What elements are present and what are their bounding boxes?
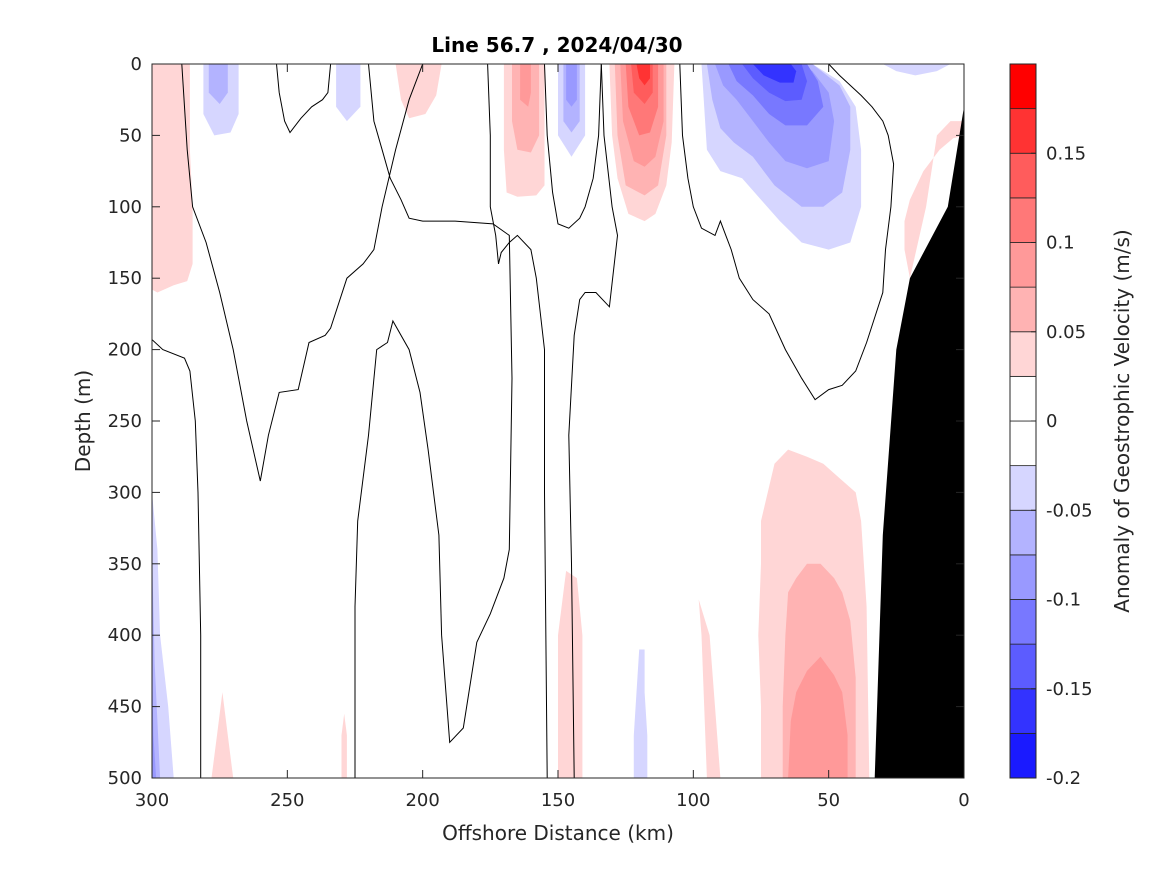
colorbar-swatch-6 [1009,465,1037,511]
colorbar-swatch-11 [1009,242,1037,288]
x-axis-ticks: 300 250 200 150 100 50 0 [135,64,970,811]
x-tick-label: 150 [541,790,575,811]
y-tick-label: 0 [131,54,142,75]
zero-contour-line-6 [568,64,619,778]
velocity-region-48 [211,692,234,778]
colorbar-swatch-4 [1009,554,1037,600]
x-tick-label: 0 [958,790,969,811]
colorbar-swatches [1009,63,1037,779]
seafloor [874,106,964,778]
velocity-region-29 [636,64,650,86]
y-tick-label: 100 [108,197,142,218]
zero-contour-line-5 [544,64,602,229]
y-tick-label: 450 [108,697,142,718]
x-tick-label: 100 [676,790,710,811]
zero-contour-line-7 [679,64,895,401]
colorbar-swatch-13 [1009,152,1037,199]
colorbar-swatch-9 [1009,331,1037,377]
velocity-region-43 [698,599,721,778]
velocity-region-45 [617,449,659,778]
zero-contour-line-4 [487,64,548,778]
velocity-region-14 [336,64,361,122]
velocity-region-23 [566,64,577,107]
y-tick-label: 200 [108,340,142,361]
x-tick-label: 250 [270,790,304,811]
colorbar-swatch-8 [1009,375,1037,422]
velocity-region-46 [633,649,648,778]
x-tick-label: 300 [135,790,169,811]
y-tick-label: 50 [119,125,142,146]
velocity-region-19 [520,64,531,107]
velocity-region-49 [341,713,347,778]
velocity-region-8 [152,549,161,778]
colorbar-tick-label: -0.1 [1046,590,1081,611]
zero-contour-line-1 [181,64,424,482]
velocity-region-5 [152,64,193,293]
colorbar-swatch-3 [1009,599,1037,645]
velocity-region-13 [322,64,374,193]
velocity-region-15 [395,64,442,119]
x-axis-label: Offshore Distance (km) [442,821,674,845]
colorbar-swatch-5 [1009,509,1037,556]
x-tick-label: 200 [405,790,439,811]
y-tick-label: 500 [108,768,142,789]
colorbar-tick-label: 0.15 [1046,143,1086,164]
colorbar-ticks: -0.2 -0.15 -0.1 -0.05 0 0.05 0.1 0.15 [1031,143,1093,789]
colorbar-tick-label: -0.05 [1046,500,1093,521]
velocity-region-37 [842,64,964,100]
plot-area: 300 250 200 150 100 50 0 050100150200250300350… [108,54,970,811]
colorbar-tick-label: 0 [1046,411,1057,432]
bathymetry [874,106,964,778]
colorbar-swatch-10 [1009,286,1037,333]
x-tick-label: 50 [817,790,840,811]
colorbar-swatch-12 [1009,197,1037,243]
colorbar-tick-label: -0.15 [1046,679,1093,700]
y-tick-label: 300 [108,482,142,503]
velocity-region-9 [152,663,157,778]
velocity-region-42 [788,656,848,778]
colorbar-swatch-14 [1009,108,1037,154]
zero-contour-line-0 [152,339,202,778]
y-tick-label: 400 [108,625,142,646]
colorbar-tick-label: -0.2 [1046,768,1081,789]
zero-contour-line-3 [354,64,513,778]
y-axis-ticks: 0 50 100 150 200 250 300 350 400 450 500 [108,54,964,789]
colorbar-swatch-2 [1009,643,1037,690]
y-tick-label: 250 [108,411,142,432]
velocity-region-36 [752,64,797,83]
velocity-region-47 [506,718,521,778]
velocity-region-44 [558,570,583,778]
colorbar-label: Anomaly of Geostrophic Velocity (m/s) [1110,229,1134,612]
colorbar-swatch-0 [1009,732,1037,779]
velocity-region-39 [904,121,964,279]
colorbar-swatch-15 [1009,63,1037,110]
y-tick-label: 350 [108,554,142,575]
colorbar-swatch-1 [1009,688,1037,734]
colorbar: -0.2 -0.15 -0.1 -0.05 0 0.05 0.1 0.15 Anomaly o… [1009,63,1134,789]
zero-contour-line-2 [276,64,332,134]
velocity-region-38 [882,64,951,76]
colorbar-tick-label: 0.05 [1046,322,1086,343]
velocity-region-18 [512,64,540,153]
y-axis-label: Depth (m) [71,370,95,472]
colorbar-tick-label: 0.1 [1046,233,1075,254]
y-tick-label: 150 [108,268,142,289]
colorbar-swatch-7 [1009,420,1037,467]
velocity-region-12 [208,64,228,104]
velocity-region-16 [447,64,477,186]
chart-title: Line 56.7 , 2024/04/30 [431,33,682,57]
zero-contours [152,64,895,778]
